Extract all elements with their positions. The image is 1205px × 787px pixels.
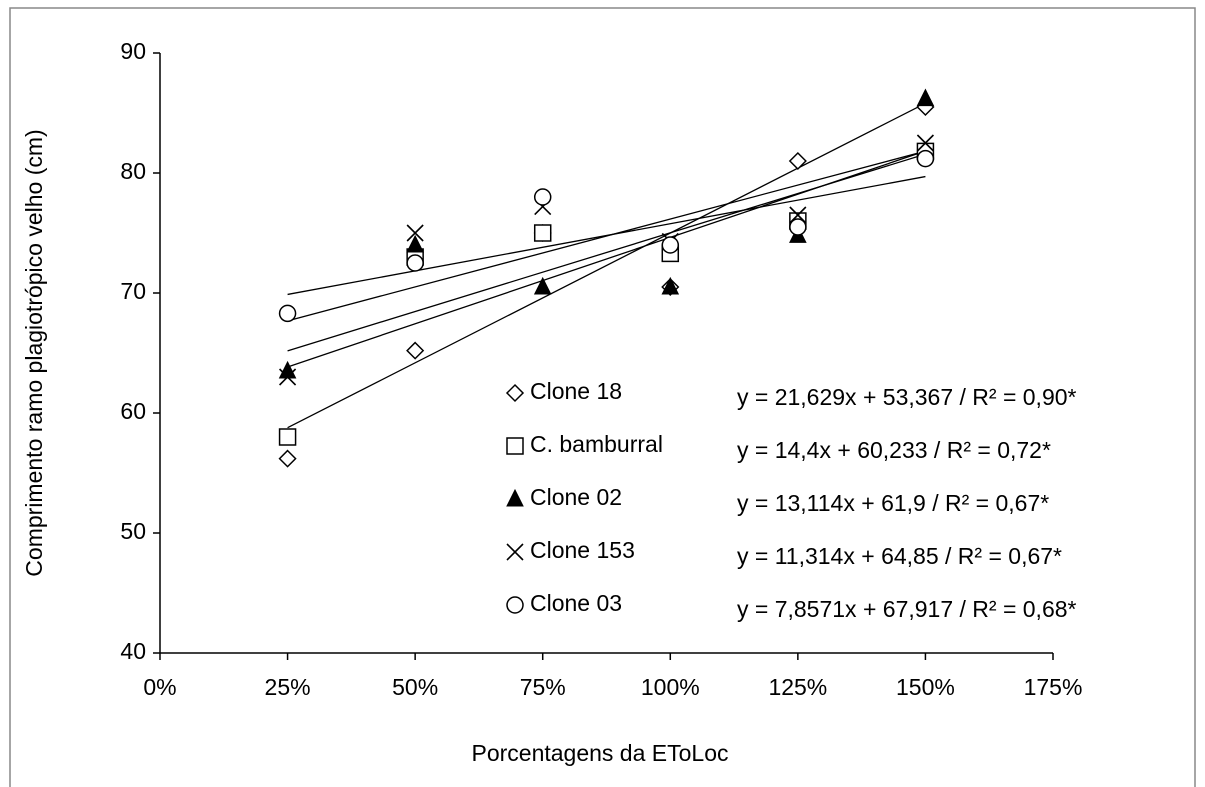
y-tick-label: 80 <box>120 158 146 184</box>
point <box>278 449 297 468</box>
point <box>406 224 424 242</box>
x-tick-label: 150% <box>896 674 955 700</box>
y-tick-label: 40 <box>120 638 146 664</box>
x-tick-label: 0% <box>143 674 176 700</box>
point <box>789 218 807 236</box>
y-tick-label: 70 <box>120 278 146 304</box>
point <box>278 428 297 446</box>
legend-label: C. bamburral <box>530 431 663 457</box>
y-axis-title: Comprimento ramo plagiotrópico velho (cm… <box>21 129 47 576</box>
point <box>279 368 297 386</box>
legend-marker <box>506 437 524 455</box>
trend-equation: y = 21,629x + 53,367 / R² = 0,90* <box>737 384 1077 410</box>
point <box>916 149 935 168</box>
x-tick-label: 125% <box>768 674 827 700</box>
trend-equation: y = 7,8571x + 67,917 / R² = 0,68* <box>737 596 1077 622</box>
legend-label: Clone 153 <box>530 537 635 563</box>
point <box>661 276 680 295</box>
point <box>278 360 297 379</box>
y-tick-label: 60 <box>120 398 146 424</box>
trend-line <box>287 153 926 352</box>
point <box>533 188 552 206</box>
x-tick-label: 100% <box>641 674 700 700</box>
x-tick-label: 50% <box>392 674 438 700</box>
legend-marker <box>506 543 524 561</box>
trend-line <box>287 102 926 429</box>
legend-marker <box>505 383 525 403</box>
y-tick-label: 90 <box>120 38 146 64</box>
x-axis-title: Porcentagens da EToLoc <box>471 740 728 766</box>
point <box>533 224 552 242</box>
legend-marker <box>506 596 524 614</box>
trend-equation: y = 11,314x + 64,85 / R² = 0,67* <box>737 543 1062 569</box>
point <box>533 276 552 295</box>
trend-equation: y = 13,114x + 61,9 / R² = 0,67* <box>737 490 1049 516</box>
legend-marker <box>506 488 524 507</box>
point <box>406 254 424 272</box>
x-tick-label: 75% <box>520 674 566 700</box>
point <box>661 236 680 254</box>
point <box>916 134 934 152</box>
point <box>916 88 935 107</box>
point <box>788 151 807 171</box>
chart-frame <box>9 7 1196 787</box>
legend-label: Clone 03 <box>530 590 622 616</box>
point <box>406 341 425 360</box>
x-tick-label: 175% <box>1024 674 1083 700</box>
point <box>278 304 297 323</box>
legend-label: Clone 18 <box>530 378 622 404</box>
legend-label: Clone 02 <box>530 484 622 510</box>
point <box>406 234 424 253</box>
y-tick-label: 50 <box>120 518 146 544</box>
trend-line <box>287 175 926 296</box>
trend-equation: y = 14,4x + 60,233 / R² = 0,72* <box>737 437 1051 463</box>
x-tick-label: 25% <box>265 674 311 700</box>
